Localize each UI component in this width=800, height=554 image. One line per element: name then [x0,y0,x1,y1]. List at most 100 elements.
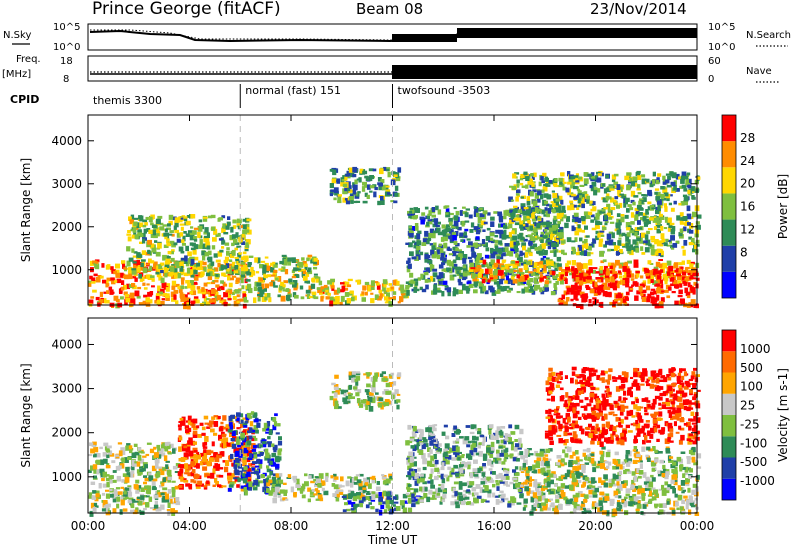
data-cell [432,230,438,234]
data-cell [155,218,161,225]
data-cell [246,471,251,477]
data-cell [275,483,281,488]
data-cell [561,249,565,255]
nsearch-series [90,29,697,41]
data-cell [470,222,475,228]
data-cell [187,420,193,425]
data-cell [491,290,497,296]
data-cell [508,196,513,202]
data-cell [267,442,272,448]
data-cell [653,290,657,295]
data-cell [231,242,235,247]
data-cell [144,464,148,469]
data-cell [423,443,429,448]
data-cell [660,193,665,200]
data-cell [152,251,157,254]
data-cell [181,279,185,285]
data-cell [366,390,370,395]
data-cell [665,173,671,176]
data-cell [538,208,542,212]
data-cell [617,193,622,198]
data-cell [229,235,233,240]
data-cell [503,229,507,235]
data-cell [544,287,549,292]
data-cell [480,478,484,481]
data-cell [370,377,375,382]
data-cell [429,264,433,269]
data-cell [161,482,165,487]
data-cell [461,456,465,459]
data-cell [428,260,433,265]
data-cell [88,469,92,473]
data-cell [429,473,433,478]
data-cell [613,173,619,177]
data-cell [441,224,446,229]
data-cell [648,270,654,276]
data-cell [353,482,358,485]
data-cell [266,441,272,444]
data-cell [633,259,639,265]
data-cell [655,250,659,256]
data-cell [684,267,689,274]
data-cell [249,453,253,459]
data-cell [209,450,214,454]
data-cell [574,216,579,223]
data-cell [409,251,414,256]
data-cell [566,216,570,222]
data-cell [189,242,194,246]
data-cell [236,439,241,445]
data-cell [532,189,537,193]
data-cell [465,208,470,211]
data-cell [530,174,534,177]
data-cell [218,217,223,221]
data-cell [208,294,212,297]
data-cell [678,233,683,237]
data-cell [453,220,459,227]
data-cell [302,270,307,275]
data-cell [619,193,624,196]
data-cell [617,292,621,299]
data-cell [278,479,284,485]
data-cell [228,282,233,288]
data-cell [453,241,458,245]
data-cell [341,179,347,182]
data-cell [597,279,602,283]
data-cell [156,444,160,449]
data-cell [167,441,171,445]
data-cell [388,376,393,379]
data-cell [314,488,319,492]
data-cell [592,281,596,287]
data-cell [655,210,660,215]
data-cell [150,275,155,279]
data-cell [407,213,412,216]
data-cell [695,221,700,225]
data-cell [347,396,353,399]
data-cell [519,182,524,186]
data-cell [487,279,491,283]
data-cell [270,262,274,266]
data-cell [241,446,246,451]
data-cell [690,261,695,265]
data-cell [412,456,417,459]
data-cell [516,446,522,450]
data-cell [250,471,255,474]
data-cell [541,180,545,184]
data-cell [221,438,227,444]
data-cell [192,430,198,435]
data-cell [564,222,569,229]
data-cell [244,257,249,262]
data-cell [104,446,109,451]
data-cell [366,373,370,377]
data-cell [543,214,548,217]
data-cell [652,280,657,285]
data-cell [596,188,601,193]
data-cell [531,232,537,236]
data-cell [679,234,684,239]
colorbar-tick-label: 8 [740,245,748,259]
data-cell [281,254,287,258]
data-cell [437,209,442,215]
data-cell [556,256,562,262]
data-cell [191,469,196,474]
data-cell [447,455,452,460]
data-cell [542,252,548,255]
